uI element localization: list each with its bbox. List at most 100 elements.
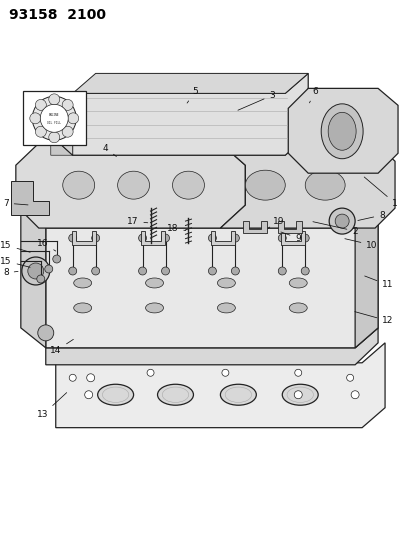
Text: 4: 4 — [102, 144, 116, 157]
Circle shape — [161, 267, 169, 275]
Polygon shape — [51, 74, 307, 155]
Text: 18: 18 — [166, 223, 185, 232]
Circle shape — [69, 267, 76, 275]
Polygon shape — [140, 231, 164, 245]
Circle shape — [278, 267, 285, 275]
Circle shape — [231, 267, 239, 275]
Circle shape — [45, 265, 52, 273]
Polygon shape — [46, 208, 377, 348]
Circle shape — [350, 391, 358, 399]
Ellipse shape — [145, 303, 163, 313]
Circle shape — [91, 234, 100, 242]
Polygon shape — [56, 343, 384, 427]
Circle shape — [35, 126, 46, 137]
Text: 2: 2 — [312, 222, 357, 236]
Text: 10: 10 — [344, 239, 377, 249]
Polygon shape — [11, 181, 49, 215]
Ellipse shape — [289, 278, 306, 288]
Circle shape — [161, 234, 169, 242]
Polygon shape — [280, 231, 304, 245]
Ellipse shape — [289, 303, 306, 313]
Circle shape — [335, 214, 348, 228]
Text: 1: 1 — [363, 177, 397, 208]
Text: 3: 3 — [237, 91, 275, 110]
Circle shape — [208, 234, 216, 242]
Text: 5: 5 — [187, 87, 198, 103]
Circle shape — [278, 234, 285, 242]
Ellipse shape — [245, 170, 285, 200]
Polygon shape — [46, 328, 377, 365]
Text: 14: 14 — [50, 340, 73, 356]
Ellipse shape — [157, 384, 193, 405]
Ellipse shape — [217, 278, 235, 288]
Ellipse shape — [97, 384, 133, 405]
Polygon shape — [73, 74, 307, 93]
Circle shape — [40, 104, 68, 132]
Ellipse shape — [304, 170, 344, 200]
Circle shape — [49, 94, 59, 105]
Ellipse shape — [145, 278, 163, 288]
Polygon shape — [287, 88, 397, 173]
Ellipse shape — [328, 112, 355, 150]
Circle shape — [28, 263, 44, 279]
Ellipse shape — [220, 384, 256, 405]
Circle shape — [86, 374, 95, 382]
Circle shape — [231, 234, 239, 242]
Circle shape — [49, 132, 59, 143]
Text: OIL FILL: OIL FILL — [47, 122, 61, 125]
Circle shape — [328, 208, 354, 234]
Polygon shape — [243, 221, 267, 233]
Circle shape — [52, 255, 61, 263]
Polygon shape — [220, 143, 394, 228]
Circle shape — [85, 391, 93, 399]
Circle shape — [37, 275, 45, 283]
Polygon shape — [51, 93, 73, 155]
Polygon shape — [211, 231, 235, 245]
Circle shape — [62, 126, 73, 137]
Ellipse shape — [117, 171, 149, 199]
Text: 12: 12 — [354, 312, 393, 325]
Polygon shape — [71, 231, 95, 245]
Polygon shape — [21, 208, 46, 348]
Circle shape — [138, 267, 146, 275]
Circle shape — [301, 234, 309, 242]
Text: 7: 7 — [3, 199, 28, 208]
Circle shape — [32, 96, 76, 140]
Circle shape — [147, 369, 154, 376]
Circle shape — [221, 369, 228, 376]
Text: 19: 19 — [268, 216, 283, 228]
Circle shape — [294, 391, 301, 399]
Circle shape — [69, 234, 76, 242]
Circle shape — [346, 374, 353, 381]
Ellipse shape — [172, 171, 204, 199]
Polygon shape — [16, 143, 245, 228]
Circle shape — [69, 374, 76, 381]
Circle shape — [68, 113, 78, 124]
Text: 11: 11 — [364, 276, 393, 289]
Text: 6: 6 — [309, 87, 317, 103]
Text: 8: 8 — [3, 269, 18, 278]
Polygon shape — [278, 221, 301, 233]
Text: 93158  2100: 93158 2100 — [9, 7, 106, 21]
Ellipse shape — [74, 278, 91, 288]
Ellipse shape — [320, 104, 362, 159]
Circle shape — [30, 113, 41, 124]
Circle shape — [208, 267, 216, 275]
Polygon shape — [51, 135, 307, 155]
Text: 15: 15 — [0, 256, 30, 267]
Ellipse shape — [55, 111, 71, 139]
Ellipse shape — [74, 303, 91, 313]
Circle shape — [62, 100, 73, 110]
Circle shape — [22, 257, 50, 285]
Text: 9: 9 — [280, 232, 300, 243]
Circle shape — [91, 267, 100, 275]
Circle shape — [294, 369, 301, 376]
Text: 8: 8 — [357, 211, 384, 221]
Polygon shape — [354, 208, 377, 348]
Text: ENGINE: ENGINE — [49, 114, 59, 117]
Circle shape — [301, 267, 309, 275]
Ellipse shape — [63, 171, 95, 199]
Circle shape — [138, 234, 146, 242]
Ellipse shape — [282, 384, 318, 405]
Circle shape — [38, 325, 54, 341]
